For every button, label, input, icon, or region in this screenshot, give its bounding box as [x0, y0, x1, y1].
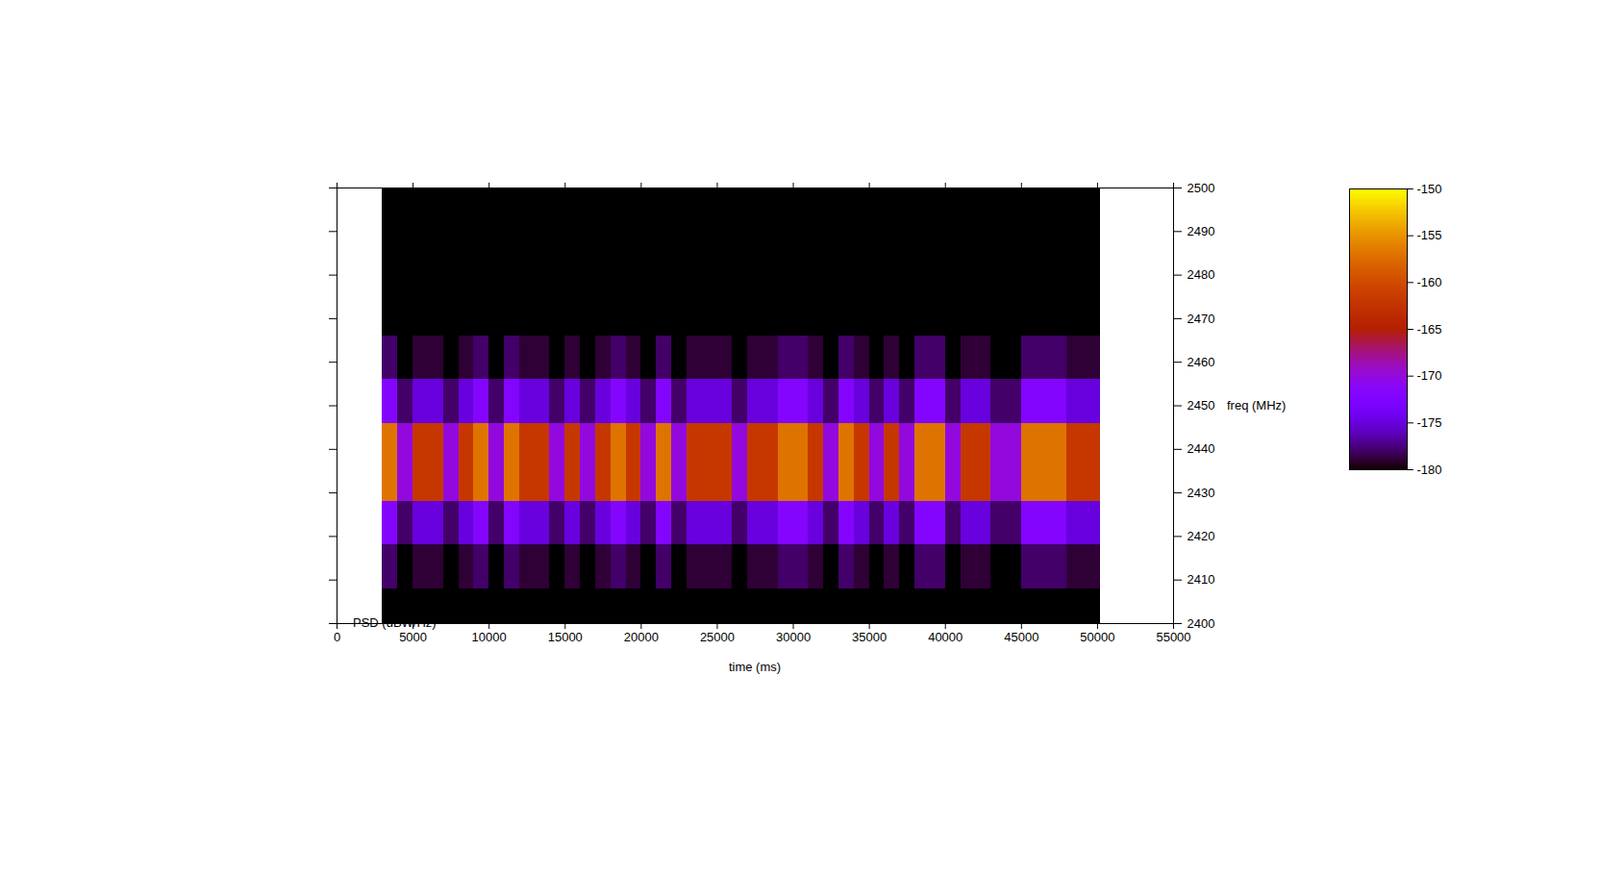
html-text:time (ms): time (ms) [728, 659, 781, 675]
svg-text:2440: 2440 [1187, 441, 1216, 456]
svg-text:40000: 40000 [927, 629, 963, 645]
svg-text:2460: 2460 [1187, 354, 1216, 370]
html-text:PSD (dBW/Hz): PSD (dBW/Hz) [352, 615, 437, 630]
svg-text:2430: 2430 [1187, 485, 1216, 500]
svg-text:20000: 20000 [624, 629, 659, 645]
svg-text:55000: 55000 [1155, 629, 1191, 645]
svg-text:30000: 30000 [775, 629, 811, 645]
svg-text:2420: 2420 [1187, 528, 1216, 544]
svg-text:-150: -150 [1417, 181, 1443, 197]
svg-text:-165: -165 [1417, 322, 1443, 337]
svg-text:25000: 25000 [700, 629, 735, 645]
svg-text:35000: 35000 [851, 629, 887, 645]
svg-text:-175: -175 [1417, 415, 1443, 430]
svg-text:-155: -155 [1417, 227, 1443, 243]
svg-text:-180: -180 [1417, 462, 1443, 477]
svg-text:-160: -160 [1417, 275, 1443, 290]
svg-text:5000: 5000 [399, 629, 427, 645]
svg-text:2470: 2470 [1187, 311, 1216, 326]
svg-text:2450: 2450 [1187, 398, 1216, 413]
svg-text:2490: 2490 [1187, 224, 1216, 239]
svg-text:15000: 15000 [548, 629, 583, 645]
svg-text:50000: 50000 [1079, 629, 1115, 645]
svg-text:2480: 2480 [1187, 267, 1216, 282]
svg-text:2500: 2500 [1187, 180, 1216, 196]
svg-text:-170: -170 [1417, 368, 1443, 383]
svg-text:2410: 2410 [1187, 572, 1216, 587]
svg-text:2400: 2400 [1187, 616, 1216, 631]
svg-text:45000: 45000 [1003, 629, 1039, 645]
svg-text:10000: 10000 [472, 629, 507, 645]
html-text:freq (MHz): freq (MHz) [1226, 398, 1286, 413]
svg-text:0: 0 [333, 629, 341, 645]
